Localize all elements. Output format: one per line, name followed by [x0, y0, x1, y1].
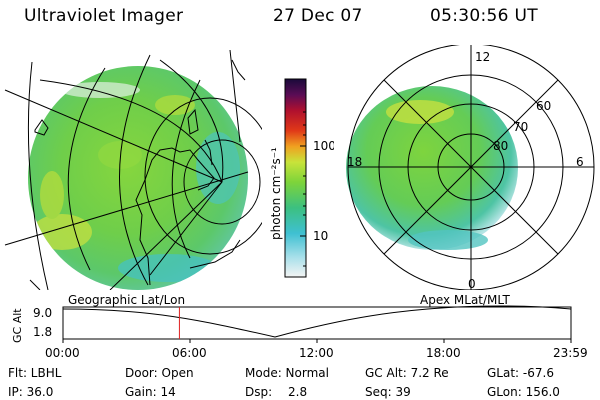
- observation-time: 05:30:56 UT: [430, 6, 538, 26]
- colorbar-tick-10: 10: [313, 229, 328, 243]
- ip-info: IP: 36.0: [8, 385, 54, 399]
- mlt-label-12: 12: [475, 50, 490, 64]
- lat-label-70: 70: [513, 120, 528, 134]
- door-info: Door: Open: [125, 366, 194, 380]
- dsp-label: Dsp:: [245, 385, 273, 399]
- app-title: Ultraviolet Imager: [24, 6, 184, 26]
- orbit-timeline: Geographic Lat/Lon Apex MLat/MLT GC Alt …: [11, 293, 588, 360]
- colorbar-tick-100: 100: [313, 139, 334, 153]
- altitude-curve: [62, 305, 572, 338]
- glat-info: GLat: -67.6: [487, 366, 554, 380]
- mlt-label-18: 18: [347, 155, 362, 169]
- geo-grid-lines: [4, 49, 262, 290]
- mode-info: Mode: Normal: [245, 366, 329, 380]
- lat-label-60: 60: [536, 99, 551, 113]
- geographic-label: Geographic Lat/Lon: [68, 293, 185, 307]
- glon-info: GLon: 156.0: [487, 385, 560, 399]
- colorbar-gradient: [284, 78, 307, 278]
- lat-label-80: 80: [493, 139, 508, 153]
- x-tick-2359: 23:59: [553, 346, 588, 360]
- timeline-frame: [62, 306, 572, 340]
- gain-info: Gain: 14: [125, 385, 176, 399]
- polar-image: [346, 86, 518, 250]
- x-tick-1800: 18:00: [426, 346, 461, 360]
- y-tick-9: 9.0: [33, 306, 52, 320]
- x-tick-0000: 00:00: [45, 346, 80, 360]
- seq-info: Seq: 39: [365, 385, 411, 399]
- apex-label: Apex MLat/MLT: [420, 293, 510, 307]
- coastline: [29, 59, 246, 290]
- x-tick-1200: 12:00: [299, 346, 334, 360]
- colorbar-unit-label: photon cm⁻²s⁻¹: [269, 147, 283, 240]
- gc-alt-info: GC Alt: 7.2 Re: [365, 366, 449, 380]
- polar-grid: [347, 45, 595, 290]
- mlt-label-6: 6: [576, 155, 584, 169]
- colorbar: 100 10 photon cm⁻²s⁻¹: [269, 78, 334, 278]
- dsp-value: 2.8: [288, 385, 308, 399]
- filter-info: Flt: LBHL: [8, 366, 62, 380]
- x-tick-0600: 06:00: [172, 346, 207, 360]
- mlt-label-0: 0: [468, 277, 476, 290]
- y-tick-1-8: 1.8: [33, 325, 52, 339]
- gc-alt-axis-label: GC Alt: [11, 308, 24, 343]
- polar-mlat-mlt-plot: 12 18 6 0 60 70 80: [346, 45, 595, 290]
- observation-date: 27 Dec 07: [273, 6, 363, 26]
- geographic-aurora-image: [4, 49, 262, 290]
- geo-image-disk: [28, 66, 248, 290]
